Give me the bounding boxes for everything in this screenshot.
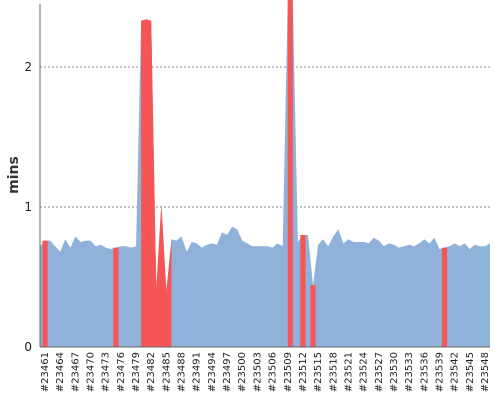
x-tick-label: #23473 xyxy=(101,352,112,392)
duration-area-series xyxy=(40,0,490,347)
x-tick-label: #23530 xyxy=(389,352,400,392)
x-tick-label: #23536 xyxy=(419,352,430,392)
x-tick-label: #23464 xyxy=(55,352,66,392)
x-tick-label: #23503 xyxy=(252,352,263,392)
x-tick-label: #23545 xyxy=(465,352,476,392)
x-tick-label: #23539 xyxy=(434,352,445,392)
x-tick-label: #23467 xyxy=(70,352,81,392)
x-tick-label: #23482 xyxy=(146,352,157,392)
x-tick-label: #23521 xyxy=(343,352,354,392)
y-tick-label: 0 xyxy=(24,340,32,354)
x-tick-label: #23518 xyxy=(328,352,339,392)
failed-build-23512 xyxy=(300,235,306,347)
x-tick-label: #23515 xyxy=(313,352,324,392)
x-tick-label: #23506 xyxy=(268,352,279,392)
x-tick-labels: #23461 #23464 #23467 #23470 #23473 #23476 #234… xyxy=(40,352,491,392)
duration-area xyxy=(40,0,490,347)
x-tick-label: #23470 xyxy=(86,352,97,392)
axes xyxy=(39,4,490,348)
x-tick-label: #23548 xyxy=(480,352,491,392)
x-tick-label: #23494 xyxy=(207,352,218,392)
x-tick-label: #23488 xyxy=(177,352,188,392)
x-tick-label: #23512 xyxy=(298,352,309,392)
x-tick-label: #23485 xyxy=(161,352,172,392)
x-tick-label: #23542 xyxy=(450,352,461,392)
y-axis-title: mins xyxy=(6,156,22,194)
x-tick-label: #23509 xyxy=(283,352,294,392)
x-tick-label: #23524 xyxy=(359,352,370,392)
failed-build-23509 xyxy=(287,0,293,347)
x-tick-label: #23497 xyxy=(222,352,233,392)
grid-lines xyxy=(40,66,490,208)
y-tick-label: 2 xyxy=(24,60,32,74)
x-tick-label: #23491 xyxy=(192,352,203,392)
y-tick-label: 1 xyxy=(24,200,32,214)
x-tick-label: #23527 xyxy=(374,352,385,392)
x-tick-label: #23476 xyxy=(116,352,127,392)
x-tick-label: #23479 xyxy=(131,352,142,392)
failed-build-23475 xyxy=(113,247,119,347)
y-tick-labels: 0 1 2 xyxy=(24,60,32,354)
x-tick-label: #23461 xyxy=(40,352,51,392)
failed-build-23514 xyxy=(310,285,316,347)
failed-build-23461 xyxy=(42,240,48,347)
x-tick-label: #23500 xyxy=(237,352,248,392)
failed-build-23540 xyxy=(441,247,448,347)
x-tick-label: #23533 xyxy=(404,352,415,392)
failed-build-series xyxy=(42,0,448,348)
failed-build-23480 xyxy=(141,19,172,348)
